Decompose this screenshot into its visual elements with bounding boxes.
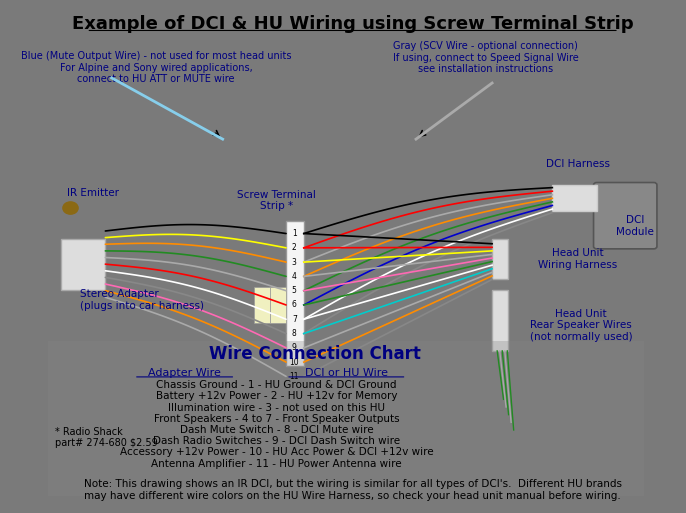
Text: 5: 5 (292, 286, 297, 295)
Text: 8: 8 (292, 329, 296, 338)
Text: Battery +12v Power - 2 - HU +12v for Memory: Battery +12v Power - 2 - HU +12v for Mem… (156, 391, 397, 401)
Text: 3: 3 (292, 258, 297, 267)
Bar (552, 185, 597, 210)
Text: Dash Mute Switch - 8 - DCI Mute wire: Dash Mute Switch - 8 - DCI Mute wire (180, 425, 373, 435)
Text: 10: 10 (289, 358, 299, 367)
Text: Wire Connection Chart: Wire Connection Chart (209, 345, 421, 364)
Text: Example of DCI & HU Wiring using Screw Terminal Strip: Example of DCI & HU Wiring using Screw T… (72, 15, 633, 33)
Text: * Radio Shack
part# 274-680 $2.59: * Radio Shack part# 274-680 $2.59 (55, 427, 157, 448)
Text: Stereo Adapter
(plugs into car harness): Stereo Adapter (plugs into car harness) (80, 289, 204, 311)
Text: IR Emitter: IR Emitter (67, 188, 119, 198)
Text: 1: 1 (292, 229, 296, 238)
Text: DCI Harness: DCI Harness (545, 159, 610, 169)
Bar (270, 287, 286, 323)
Text: 7: 7 (292, 315, 297, 324)
Bar (492, 239, 508, 280)
Text: Dash Radio Switches - 9 - DCI Dash Switch wire: Dash Radio Switches - 9 - DCI Dash Switc… (153, 436, 400, 446)
Text: 6: 6 (292, 301, 297, 309)
Bar (255, 287, 270, 323)
Text: Head Unit
Wiring Harness: Head Unit Wiring Harness (538, 248, 617, 270)
Text: DCI or HU Wire: DCI or HU Wire (305, 368, 388, 378)
Text: Chassis Ground - 1 - HU Ground & DCI Ground: Chassis Ground - 1 - HU Ground & DCI Gro… (156, 380, 397, 390)
Text: 4: 4 (292, 272, 297, 281)
Text: Head Unit
Rear Speaker Wires
(not normally used): Head Unit Rear Speaker Wires (not normal… (530, 309, 632, 342)
Text: Adapter Wire: Adapter Wire (148, 368, 221, 378)
Text: 9: 9 (292, 343, 297, 352)
Text: 2: 2 (292, 243, 296, 252)
Bar (48, 341, 644, 496)
Text: Accessory +12v Power - 10 - HU Acc Power & DCI +12v wire: Accessory +12v Power - 10 - HU Acc Power… (120, 447, 434, 458)
Text: Antenna Amplifier - 11 - HU Power Antenna wire: Antenna Amplifier - 11 - HU Power Antenn… (151, 459, 402, 469)
Text: Illumination wire - 3 - not used on this HU: Illumination wire - 3 - not used on this… (168, 403, 385, 412)
Text: Note: This drawing shows an IR DCI, but the wiring is similar for all types of D: Note: This drawing shows an IR DCI, but … (84, 479, 622, 501)
Bar (61, 239, 106, 290)
Bar (492, 290, 508, 351)
Text: Front Speakers - 4 to 7 - Front Speaker Outputs: Front Speakers - 4 to 7 - Front Speaker … (154, 414, 399, 424)
Text: Screw Terminal
Strip *: Screw Terminal Strip * (237, 190, 316, 211)
Text: Blue (Mute Output Wire) - not used for most head units
For Alpine and Sony wired: Blue (Mute Output Wire) - not used for m… (21, 51, 292, 84)
Text: 11: 11 (289, 372, 299, 381)
Text: Gray (SCV Wire - optional connection)
If using, connect to Speed Signal Wire
see: Gray (SCV Wire - optional connection) If… (393, 41, 578, 74)
Text: DCI
Module: DCI Module (616, 215, 654, 236)
FancyBboxPatch shape (593, 183, 657, 249)
Circle shape (63, 202, 78, 214)
Bar (286, 221, 304, 366)
